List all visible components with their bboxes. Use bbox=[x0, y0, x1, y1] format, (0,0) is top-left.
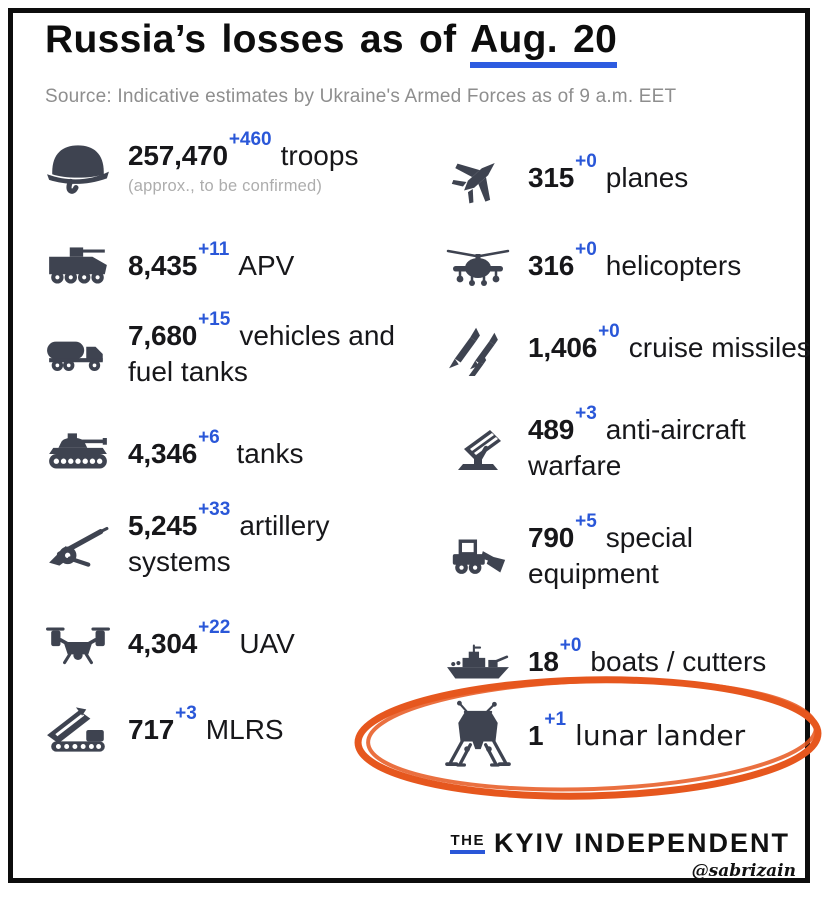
helmet-icon bbox=[40, 138, 116, 198]
stat-delta: +0 bbox=[575, 150, 597, 172]
missiles-icon bbox=[440, 318, 516, 378]
logo-the: THE bbox=[450, 832, 485, 854]
stat-lunar-lander: 1+1 lunar lander bbox=[440, 690, 816, 782]
mlrs-icon bbox=[40, 700, 116, 760]
stat-label: artillery systems bbox=[128, 510, 330, 578]
stat-boats: 18+0 boats / cutters bbox=[440, 632, 816, 692]
stat-delta: +0 bbox=[598, 320, 620, 342]
stat-delta: +15 bbox=[198, 309, 231, 331]
page-title: Russia’s losses as of Aug. 20 bbox=[45, 18, 618, 68]
stat-delta: +33 bbox=[198, 499, 231, 521]
stat-label: tanks bbox=[236, 437, 304, 469]
title-text: Russia’s losses as of bbox=[45, 18, 457, 61]
stat-label: lunar lander bbox=[575, 718, 746, 752]
artillery-icon bbox=[40, 514, 116, 574]
stat-value: 1 bbox=[528, 719, 544, 751]
stat-value: 4,304 bbox=[128, 627, 198, 659]
loader-icon bbox=[440, 526, 516, 586]
drone-icon bbox=[40, 614, 116, 674]
stat-value: 489 bbox=[528, 414, 575, 445]
stat-label: cruise missiles bbox=[628, 331, 811, 363]
stat-apv: 8,435+11 APV bbox=[40, 236, 412, 296]
stat-value: 1,406 bbox=[528, 331, 598, 363]
watermark-credit: @sabrizain bbox=[691, 861, 796, 881]
stat-delta: +0 bbox=[559, 634, 582, 656]
stat-label: MLRS bbox=[205, 713, 284, 745]
stat-label: boats / cutters bbox=[590, 645, 767, 677]
jet-icon bbox=[440, 148, 516, 208]
kyiv-independent-logo: THE KYIV INDEPENDENT bbox=[450, 828, 790, 859]
stat-value: 5,245 bbox=[128, 510, 198, 541]
stat-label: special equipment bbox=[528, 522, 693, 590]
stat-uav: 4,304+22 UAV bbox=[40, 614, 412, 674]
stat-value: 316 bbox=[528, 249, 575, 281]
stat-value: 717 bbox=[128, 713, 175, 745]
stat-troops: 257,470+460 troops (approx., to be confir… bbox=[40, 130, 412, 198]
boat-icon bbox=[440, 632, 516, 692]
stat-delta: +460 bbox=[228, 129, 272, 151]
stat-value: 4,346 bbox=[128, 437, 198, 469]
stat-delta: +22 bbox=[198, 616, 231, 638]
stat-label: troops bbox=[280, 140, 359, 172]
logo-name: KYIV INDEPENDENT bbox=[493, 828, 790, 858]
stat-mlrs: 717+3 MLRS bbox=[40, 700, 412, 760]
stat-value: 790 bbox=[528, 522, 575, 553]
tank-icon bbox=[40, 424, 116, 484]
stat-helicopters: 316+0 helicopters bbox=[440, 236, 816, 296]
stat-value: 8,435 bbox=[128, 249, 198, 281]
stat-delta: +0 bbox=[575, 238, 597, 260]
stat-label: anti-aircraft warfare bbox=[528, 414, 746, 482]
stat-artillery: 5,245+33artillery systems bbox=[40, 500, 412, 581]
anti-aircraft-icon bbox=[440, 418, 516, 478]
stat-label: planes bbox=[605, 161, 689, 193]
stat-note: (approx., to be confirmed) bbox=[128, 177, 323, 196]
stat-delta: +3 bbox=[175, 702, 197, 724]
stat-label: vehicles and fuel tanks bbox=[128, 320, 395, 388]
stat-delta: +11 bbox=[198, 238, 230, 260]
stat-delta: +6 bbox=[198, 426, 220, 448]
stat-tanks: 4,346+6 tanks bbox=[40, 424, 412, 484]
stat-value: 7,680 bbox=[128, 320, 198, 351]
stat-cruise-missiles: 1,406+0 cruise missiles bbox=[440, 318, 816, 378]
stat-delta: +3 bbox=[575, 403, 597, 425]
fuel-truck-icon bbox=[40, 324, 116, 384]
stat-label: UAV bbox=[239, 627, 295, 659]
stat-anti-aircraft: 489+3anti-aircraft warfare bbox=[440, 404, 816, 485]
lunar-lander-icon bbox=[440, 690, 516, 782]
stat-delta: +1 bbox=[544, 708, 567, 730]
stat-planes: 315+0 planes bbox=[440, 148, 816, 208]
stat-label: APV bbox=[238, 249, 295, 281]
title-date: Aug. 20 bbox=[470, 18, 618, 68]
stat-label: helicopters bbox=[605, 249, 742, 281]
source-line: Source: Indicative estimates by Ukraine'… bbox=[45, 86, 677, 107]
stat-value: 315 bbox=[528, 161, 575, 193]
apc-icon bbox=[40, 236, 116, 296]
stat-value: 18 bbox=[528, 645, 559, 677]
helicopter-icon bbox=[440, 236, 516, 296]
stat-delta: +5 bbox=[575, 511, 597, 533]
stat-vehicles: 7,680+15vehicles and fuel tanks bbox=[40, 310, 412, 391]
stat-value: 257,470 bbox=[128, 140, 228, 172]
stat-special-equipment: 790+5special equipment bbox=[440, 512, 816, 593]
highlight-circle bbox=[354, 676, 822, 800]
